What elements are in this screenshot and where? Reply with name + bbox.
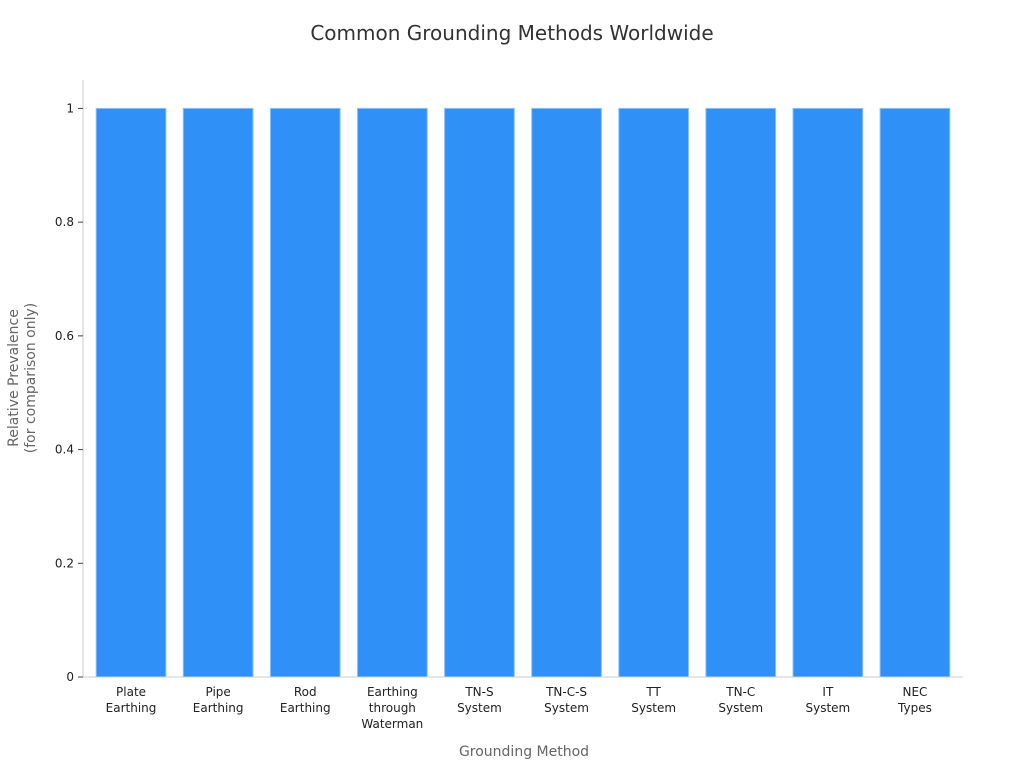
- y-tick-label: 0.2: [55, 556, 74, 570]
- x-tick-label-line: TT: [645, 685, 661, 699]
- x-tick-label-line: NEC: [902, 685, 927, 699]
- y-tick-label: 1: [66, 101, 74, 115]
- bar: [269, 107, 341, 678]
- y-axis: 0 0.2 0.4 0.6 0.8 1: [55, 80, 84, 684]
- x-tick-label-line: TN-C: [725, 685, 755, 699]
- bar: [879, 107, 951, 678]
- bar: [444, 107, 515, 678]
- x-tick-label: Pipe Earthing: [193, 685, 244, 715]
- x-tick-label-line: System: [805, 701, 850, 715]
- x-tick-label-line: Earthing: [106, 701, 157, 715]
- x-tick-label-line: Pipe: [205, 685, 230, 699]
- y-tick-label: 0.8: [55, 215, 74, 229]
- x-tick-label: Plate Earthing: [106, 685, 157, 715]
- bar: [357, 107, 428, 678]
- x-tick-label-line: Earthing: [193, 701, 244, 715]
- x-tick-label: TN-C System: [718, 685, 763, 715]
- x-tick-label: TN-S System: [457, 685, 502, 715]
- bar: [95, 107, 167, 678]
- bar: [182, 107, 254, 678]
- x-tick-label: Rod Earthing: [280, 685, 331, 715]
- x-tick-label: Earthing through Waterman: [361, 685, 423, 731]
- x-tick-label-line: Plate: [116, 685, 146, 699]
- x-tick-label-line: Rod: [294, 685, 317, 699]
- x-tick-label-line: TN-S: [464, 685, 493, 699]
- x-tick-label-line: TN-C-S: [545, 685, 587, 699]
- x-tick-label: NEC Types: [897, 685, 932, 715]
- x-tick-label-line: Earthing: [367, 685, 418, 699]
- x-tick-label-line: IT: [822, 685, 834, 699]
- x-tick-label-line: Types: [897, 701, 932, 715]
- x-tick-label-line: System: [631, 701, 676, 715]
- x-tick-label: TN-C-S System: [544, 685, 589, 715]
- chart-title: Common Grounding Methods Worldwide: [310, 21, 713, 45]
- bars-group: [95, 107, 951, 678]
- bar: [792, 107, 864, 678]
- x-tick-label: TT System: [631, 685, 676, 715]
- x-tick-label: IT System: [805, 685, 850, 715]
- x-tick-label-line: System: [544, 701, 589, 715]
- x-tick-label-line: System: [457, 701, 502, 715]
- x-tick-label-line: Earthing: [280, 701, 331, 715]
- x-tick-label-line: through: [369, 701, 416, 715]
- x-tick-label-line: Waterman: [361, 717, 423, 731]
- x-tick-label-line: System: [718, 701, 763, 715]
- bar: [705, 107, 777, 678]
- bar: [531, 107, 602, 678]
- y-axis-title-line: (for comparison only): [23, 303, 39, 453]
- x-axis-title: Grounding Method: [459, 744, 589, 760]
- y-axis-title: Relative Prevalence(for comparison only): [6, 303, 39, 453]
- y-tick-label: 0.4: [55, 443, 74, 457]
- y-tick-label: 0.6: [55, 329, 74, 343]
- bar: [618, 107, 689, 678]
- y-tick-label: 0: [66, 670, 74, 684]
- y-axis-title-line: Relative Prevalence: [6, 309, 22, 447]
